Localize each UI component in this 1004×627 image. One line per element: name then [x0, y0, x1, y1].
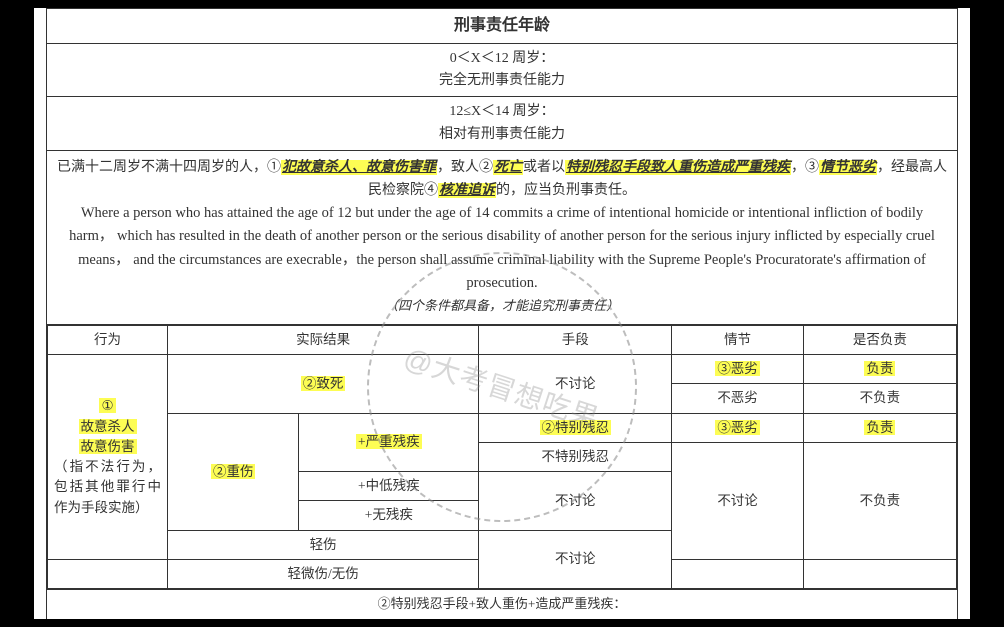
inner-table: 行为 实际结果 手段 情节 是否负责 ① 故意杀人 故意伤害 （指不法行为，包括…	[47, 325, 957, 589]
table-title: 刑事责任年龄	[47, 9, 958, 44]
footer-note: ②特别残忍手段+致人重伤+造成严重残疾：	[47, 590, 958, 619]
highlight: 情节恶劣	[819, 160, 877, 175]
highlight: 负责	[864, 361, 895, 376]
document-page: 刑事责任年龄 0＜X＜12 周岁： 完全无刑事责任能力 12≤X＜14 周岁： …	[34, 8, 970, 619]
resp-yes: 负责	[803, 413, 956, 442]
paragraph-en: Where a person who has attained the age …	[69, 205, 935, 291]
main-table: 刑事责任年龄 0＜X＜12 周岁： 完全无刑事责任能力 12≤X＜14 周岁： …	[46, 8, 958, 619]
text: ，致人②	[437, 160, 493, 175]
means-na: 不讨论	[479, 355, 672, 414]
highlight: 特别残忍手段致人重伤造成严重残疾	[565, 160, 791, 175]
tier-range: 0＜X＜12 周岁：	[450, 51, 555, 66]
tier-range: 12≤X＜14 周岁：	[449, 104, 554, 119]
header-result: 实际结果	[168, 325, 479, 354]
table-row: ②重伤 +严重残疾 ②特别残忍 ③恶劣 负责	[48, 413, 957, 442]
header-row: 行为 实际结果 手段 情节 是否负责	[48, 325, 957, 354]
text: ，③	[791, 160, 819, 175]
text: 已满十二周岁不满十四周岁的人，①	[57, 160, 281, 175]
highlight: ②重伤	[211, 464, 256, 479]
resp-no: 不负责	[803, 384, 956, 413]
result-sevdis: +严重残疾	[299, 413, 479, 472]
result-minor: 轻微伤/无伤	[168, 559, 479, 588]
header-circumstance: 情节	[672, 325, 803, 354]
highlight: ③恶劣	[715, 361, 760, 376]
means-na: 不讨论	[479, 472, 672, 531]
highlight: ③恶劣	[715, 420, 760, 435]
highlight: 故意伤害	[79, 439, 137, 454]
header-means: 手段	[479, 325, 672, 354]
note: （四个条件都具备，才能追究刑事责任）	[385, 298, 619, 313]
tier-0: 0＜X＜12 周岁： 完全无刑事责任能力	[47, 43, 958, 97]
circ-bad: ③恶劣	[672, 355, 803, 384]
highlight: 故意杀人	[79, 419, 137, 434]
highlight: ②特别残忍	[540, 420, 612, 435]
highlight: +严重残疾	[356, 434, 422, 449]
highlight: 犯故意杀人、故意伤害罪	[281, 160, 437, 175]
highlight: 死亡	[493, 160, 523, 175]
tier-desc: 相对有刑事责任能力	[439, 127, 565, 142]
highlight: 负责	[864, 420, 895, 435]
result-nodis: +无残疾	[299, 501, 479, 530]
circ-na: 不讨论	[672, 442, 803, 559]
header-behavior: 行为	[48, 325, 168, 354]
behavior-cell: ① 故意杀人 故意伤害 （指不法行为，包括其他罪行中作为手段实施）	[48, 355, 168, 560]
text: 或者以	[523, 160, 565, 175]
text: （指不法行为，包括其他罪行中作为手段实施）	[54, 457, 161, 518]
paragraph-cn: 已满十二周岁不满十四周岁的人，①犯故意杀人、故意伤害罪，致人②死亡或者以特别残忍…	[47, 151, 958, 325]
tier-desc: 完全无刑事责任能力	[439, 73, 565, 88]
highlight: ②致死	[301, 376, 346, 391]
resp-yes: 负责	[803, 355, 956, 384]
table-row: ① 故意杀人 故意伤害 （指不法行为，包括其他罪行中作为手段实施） ②致死 不讨…	[48, 355, 957, 384]
means-na: 不讨论	[479, 530, 672, 589]
result-serious: ②重伤	[168, 413, 299, 530]
tier-1: 12≤X＜14 周岁： 相对有刑事责任能力	[47, 97, 958, 151]
circ-bad: ③恶劣	[672, 413, 803, 442]
text: 的，应当负刑事责任。	[496, 183, 636, 198]
result-death: ②致死	[168, 355, 479, 414]
header-responsible: 是否负责	[803, 325, 956, 354]
inner-table-cell: 行为 实际结果 手段 情节 是否负责 ① 故意杀人 故意伤害 （指不法行为，包括…	[47, 324, 958, 589]
result-middis: +中低残疾	[299, 472, 479, 501]
means-notcruel: 不特别残忍	[479, 442, 672, 471]
highlight: 核准追诉	[438, 183, 496, 198]
circ-notbad: 不恶劣	[672, 384, 803, 413]
resp-no: 不负责	[803, 442, 956, 559]
highlight: ①	[99, 398, 115, 413]
means-cruel: ②特别残忍	[479, 413, 672, 442]
result-light: 轻伤	[168, 530, 479, 559]
